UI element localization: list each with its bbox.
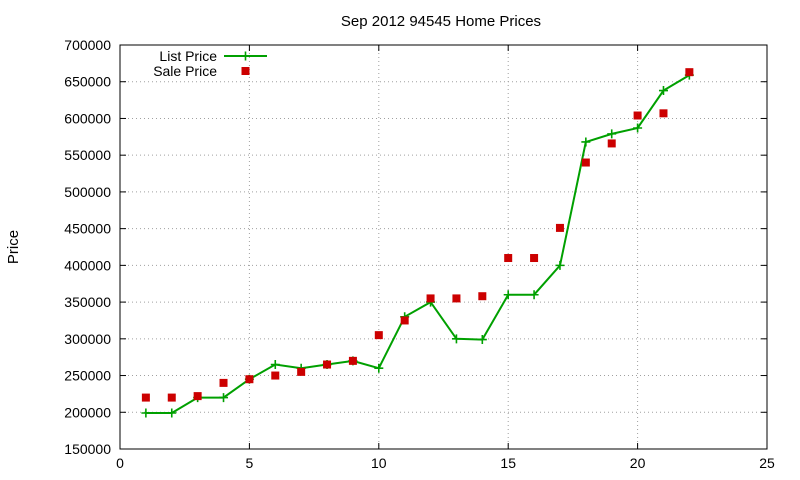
list-price-point	[477, 335, 487, 345]
y-tick-label: 350000	[64, 294, 111, 310]
sale-price-point	[400, 316, 409, 325]
list-price-point	[167, 408, 177, 418]
chart-title: Sep 2012 94545 Home Prices	[341, 13, 541, 30]
sale-price-point	[167, 393, 176, 402]
legend-label-sale-price: Sale Price	[153, 63, 217, 79]
sale-price-point	[659, 109, 668, 118]
list-price-point	[633, 123, 643, 133]
sale-price-point	[581, 158, 590, 167]
y-axis-label: Price	[5, 230, 22, 264]
y-tick-label: 600000	[64, 110, 111, 126]
sale-price-point	[685, 68, 694, 77]
y-tick-label: 300000	[64, 331, 111, 347]
list-price-point	[374, 363, 384, 373]
x-tick-label: 10	[371, 455, 387, 471]
list-price-point	[529, 290, 539, 300]
y-tick-label: 400000	[64, 257, 111, 273]
list-price-line	[145, 74, 690, 414]
legend: List Price Sale Price	[153, 48, 267, 79]
sale-price-point	[323, 360, 332, 369]
list-price-point	[141, 408, 151, 418]
x-tick-label: 0	[116, 455, 124, 471]
legend-label-list-price: List Price	[159, 48, 217, 64]
y-tick-label: 250000	[64, 368, 111, 384]
y-tick-label: 700000	[64, 37, 111, 53]
list-price-point	[451, 334, 461, 344]
sale-price-point	[141, 393, 150, 402]
list-price-point	[607, 129, 617, 139]
y-tick-label: 500000	[64, 184, 111, 200]
y-tick-label: 150000	[64, 441, 111, 457]
sale-price-point	[193, 392, 202, 401]
ticks-layer: 150000 200000 250000 300000 350000 400000 4500…	[64, 37, 775, 471]
list-price-point	[581, 137, 591, 147]
y-tick-label: 550000	[64, 147, 111, 163]
x-tick-label: 25	[759, 455, 775, 471]
x-tick-label: 15	[500, 455, 516, 471]
series-layer	[141, 68, 694, 418]
sale-price-point	[555, 223, 564, 232]
list-price-point	[503, 290, 513, 300]
y-tick-label: 450000	[64, 221, 111, 237]
sale-price-point	[633, 111, 642, 120]
grid-layer	[120, 45, 767, 449]
list-price-point	[658, 86, 668, 96]
sale-price-point	[607, 139, 616, 148]
sale-price-point	[297, 367, 306, 376]
sale-price-point	[530, 254, 539, 263]
sale-price-point	[245, 375, 254, 384]
sale-price-point	[452, 294, 461, 303]
sale-price-point	[271, 371, 280, 380]
sale-price-point	[426, 294, 435, 303]
sale-price-point	[219, 378, 228, 387]
sale-price-point	[374, 331, 383, 340]
list-price-point	[270, 360, 280, 370]
sale-price-point	[348, 356, 357, 365]
list-price-point	[555, 260, 565, 270]
y-tick-label: 200000	[64, 404, 111, 420]
y-tick-label: 650000	[64, 74, 111, 90]
sale-price-point	[504, 254, 513, 263]
legend-marker-list-price	[241, 51, 250, 61]
sale-price-point	[478, 292, 487, 301]
legend-swatch-sale-price	[241, 67, 250, 75]
plot-frame	[119, 44, 768, 450]
list-price-point	[219, 393, 229, 403]
legend-swatches	[224, 51, 267, 75]
x-tick-label: 20	[630, 455, 646, 471]
x-tick-label: 5	[246, 455, 254, 471]
